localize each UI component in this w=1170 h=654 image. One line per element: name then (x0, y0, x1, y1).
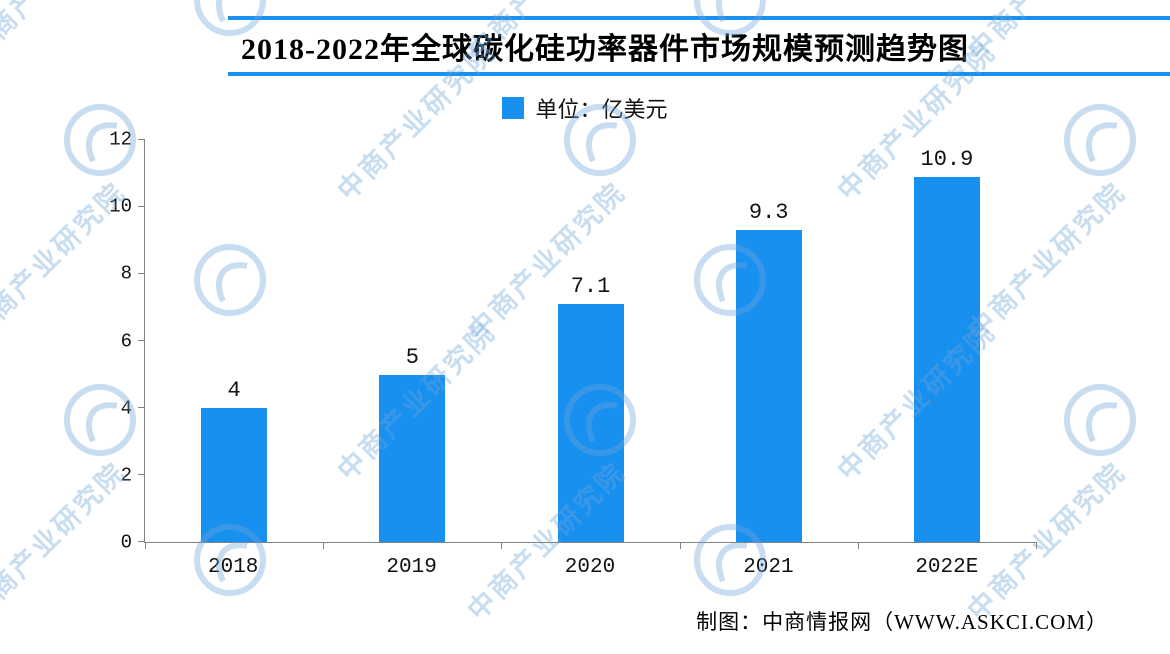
watermark-logo-icon (1043, 363, 1156, 476)
x-tick-label: 2018 (207, 556, 259, 579)
credit-text: 制图：中商情报网（WWW.ASKCI.COM） (696, 610, 1108, 634)
x-tick-label: 2019 (386, 556, 437, 579)
x-tick-label: 2022E (915, 556, 979, 579)
y-tick-mark (138, 407, 145, 409)
bar-chart: 0 2 4 6 8 10 12 4 5 7.1 9.3 10.9 (96, 130, 1037, 552)
y-tick-label: 2 (120, 464, 132, 487)
title-rule-top (228, 16, 1170, 20)
chart-title: 2018-2022年全球碳化硅功率器件市场规模预测趋势图 (241, 33, 969, 66)
y-tick-label: 10 (109, 195, 132, 218)
x-tick-mark (501, 542, 503, 549)
legend-label: 单位：亿美元 (535, 97, 668, 122)
x-tick-label: 2021 (743, 556, 794, 579)
bar-group: 10.9 (858, 140, 1036, 542)
legend-swatch-icon (502, 97, 525, 119)
bar-value-label: 7.1 (570, 274, 611, 300)
y-axis: 0 2 4 6 8 10 12 (96, 130, 144, 552)
y-tick-label: 4 (120, 397, 132, 420)
y-tick-label: 8 (120, 262, 132, 285)
bar-value-label: 9.3 (748, 200, 789, 226)
title-rule-bottom (228, 72, 1170, 76)
x-tick-mark (857, 542, 859, 549)
y-tick-mark (138, 273, 145, 275)
bar-group: 4 (145, 140, 323, 542)
plot-area: 4 5 7.1 9.3 10.9 (138, 139, 1037, 549)
x-tick-mark (145, 542, 146, 549)
bar (735, 230, 802, 542)
x-tick-label: 2020 (564, 556, 616, 579)
x-tick-mark (679, 542, 681, 549)
bar-value-label: 5 (405, 344, 419, 370)
y-tick-label: 0 (120, 531, 132, 554)
bar (379, 374, 446, 542)
bar-value-label: 10.9 (920, 146, 974, 172)
bar-group: 7.1 (501, 140, 679, 542)
y-tick-mark (138, 139, 145, 140)
bar-group: 9.3 (680, 140, 858, 542)
bar (201, 408, 268, 542)
y-tick-label: 12 (109, 128, 132, 151)
title-block: 2018-2022年全球碳化硅功率器件市场规模预测趋势图 (0, 16, 1170, 76)
x-tick-mark (1036, 542, 1037, 549)
bar (557, 304, 624, 542)
legend: 单位：亿美元 (0, 92, 1170, 124)
y-tick-mark (138, 340, 145, 341)
x-axis-labels: 2018 2019 2020 2021 2022E (144, 556, 1036, 579)
bar (913, 176, 980, 542)
y-tick-mark (138, 474, 145, 476)
bar-value-label: 4 (227, 378, 241, 404)
y-tick-mark (138, 206, 145, 207)
x-tick-mark (323, 542, 325, 549)
y-tick-label: 6 (120, 330, 132, 352)
y-tick-mark (138, 541, 145, 542)
bar-group: 5 (323, 140, 501, 542)
